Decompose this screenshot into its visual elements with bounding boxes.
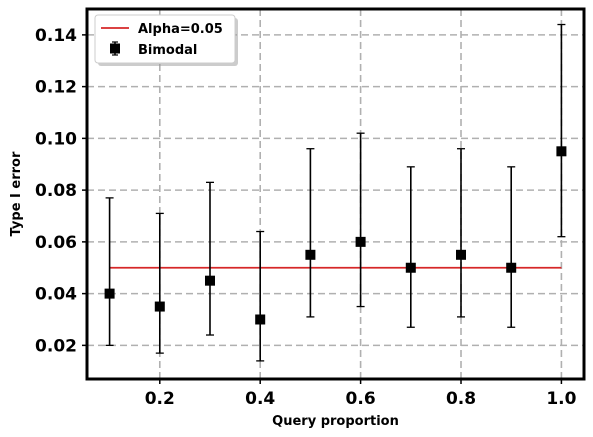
y-tick-label: 0.14 — [35, 26, 77, 46]
x-tick-label: 1.0 — [546, 389, 576, 409]
y-axis-label: Type I error — [9, 151, 24, 236]
bimodal-point — [556, 146, 567, 157]
bimodal-point — [104, 288, 115, 299]
plot-frame — [85, 7, 586, 381]
bimodal-point — [305, 249, 316, 260]
x-tick-label: 0.2 — [145, 389, 175, 409]
y-tick-label: 0.06 — [35, 233, 77, 253]
bimodal-point — [355, 236, 366, 247]
y-tick-label: 0.10 — [35, 129, 77, 149]
bimodal-point — [255, 314, 266, 325]
bimodal-point — [204, 275, 215, 286]
legend: Alpha=0.05 Bimodal — [94, 14, 238, 66]
y-tick-label: 0.04 — [35, 285, 77, 305]
bimodal-point — [405, 262, 416, 273]
bimodal-point — [456, 249, 467, 260]
x-tick-label: 0.6 — [346, 389, 376, 409]
legend-square-marker — [110, 43, 120, 54]
bimodal-point — [154, 301, 165, 312]
bimodal-errorbar-series — [104, 23, 567, 362]
y-axis-ticks: 0.02 0.04 0.06 0.08 0.10 0.12 0.14 — [35, 26, 87, 356]
legend-label-alpha: Alpha=0.05 — [138, 22, 223, 37]
x-axis-ticks: 0.2 0.4 0.6 0.8 1.0 — [145, 379, 577, 409]
x-tick-label: 0.4 — [245, 389, 275, 409]
y-tick-label: 0.12 — [35, 78, 77, 98]
x-tick-label: 0.8 — [446, 389, 476, 409]
legend-label-bimodal: Bimodal — [138, 43, 197, 58]
legend-box — [94, 14, 236, 64]
y-tick-label: 0.08 — [35, 181, 77, 201]
x-axis-label: Query proportion — [272, 414, 399, 429]
bimodal-point — [506, 262, 517, 273]
y-tick-label: 0.02 — [35, 336, 77, 356]
